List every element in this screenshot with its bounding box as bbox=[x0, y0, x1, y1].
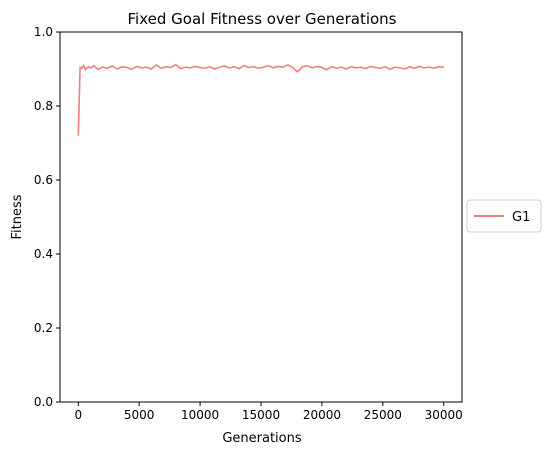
y-tick-label: 1.0 bbox=[34, 25, 53, 39]
y-tick-label: 0.4 bbox=[34, 247, 53, 261]
x-tick-label: 20000 bbox=[303, 408, 341, 422]
series-line-g1 bbox=[77, 63, 444, 136]
x-tick-label: 25000 bbox=[364, 408, 402, 422]
y-axis-label: Fitness bbox=[10, 194, 25, 239]
y-tick-label: 0.0 bbox=[34, 395, 53, 409]
x-tick-label: 15000 bbox=[242, 408, 280, 422]
x-tick-label: 0 bbox=[74, 408, 82, 422]
x-axis-label: Generations bbox=[222, 431, 302, 446]
plot-area bbox=[77, 63, 444, 136]
x-tick-label: 30000 bbox=[425, 408, 463, 422]
y-tick-label: 0.8 bbox=[34, 99, 53, 113]
chart-title: Fixed Goal Fitness over Generations bbox=[128, 10, 397, 28]
axes-frame bbox=[59, 31, 463, 403]
y-tick-label: 0.2 bbox=[34, 321, 53, 335]
legend-label-g1: G1 bbox=[512, 210, 530, 225]
legend: G1 bbox=[466, 199, 542, 233]
x-tick-label: 5000 bbox=[124, 408, 155, 422]
axes: 0 5000 10000 15000 20000 25000 30000 0.0 0.2 0.4 0… bbox=[34, 25, 463, 422]
x-tick-label: 10000 bbox=[181, 408, 219, 422]
y-tick-label: 0.6 bbox=[34, 173, 53, 187]
